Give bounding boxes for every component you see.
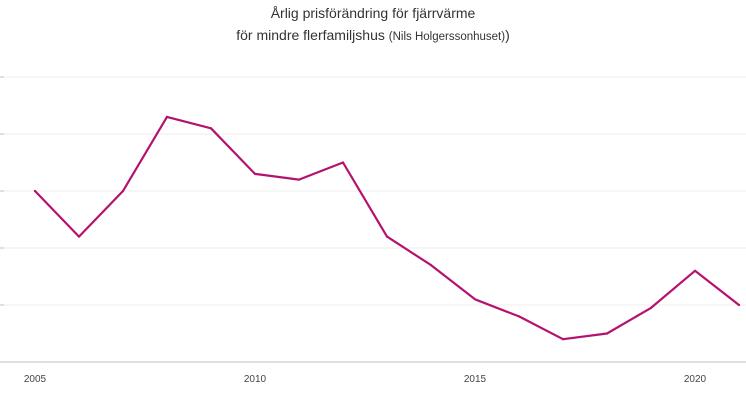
x-tick-label-2005: 2005: [24, 374, 47, 385]
data-point-2016: [517, 315, 521, 318]
data-point-2006: [77, 235, 81, 238]
title-line-1: Årlig prisförändring för fjärrvärme: [270, 5, 476, 21]
title-line-2: för mindre flerfamiljshus (Nils Holgerss…: [0, 24, 746, 48]
data-point-2019: [649, 306, 653, 309]
data-point-2010: [253, 172, 257, 175]
title-line-2-main: för mindre flerfamiljshus: [236, 27, 385, 43]
data-point-2012: [341, 161, 345, 164]
data-point-2017: [561, 338, 565, 341]
chart-title: Årlig prisförändring för fjärrvärme för …: [0, 2, 746, 48]
x-tick-label-2010: 2010: [244, 374, 267, 385]
x-tick-label-2020: 2020: [684, 374, 707, 385]
data-point-2011: [297, 178, 301, 181]
data-point-2018: [605, 332, 609, 335]
series-line: [33, 115, 741, 341]
data-point-2014: [429, 264, 433, 267]
x-tick-labels: 2005 2010 2015 2020: [24, 374, 707, 385]
data-point-2008: [165, 115, 169, 118]
left-axis-ticks: [0, 76, 4, 363]
data-point-2005: [33, 189, 37, 193]
title-line-2-close: ): [505, 27, 510, 43]
data-point-2021: [737, 303, 741, 307]
data-point-2015: [473, 298, 477, 301]
data-point-2013: [385, 235, 389, 238]
title-line-2-paren: (Nils Holgerssonhuset): [388, 31, 506, 43]
x-tick-label-2015: 2015: [464, 374, 487, 385]
gridlines: [0, 76, 746, 306]
data-points: [33, 115, 741, 341]
data-point-2009: [209, 127, 213, 130]
data-point-2020: [693, 269, 697, 272]
data-point-2007: [121, 189, 125, 193]
